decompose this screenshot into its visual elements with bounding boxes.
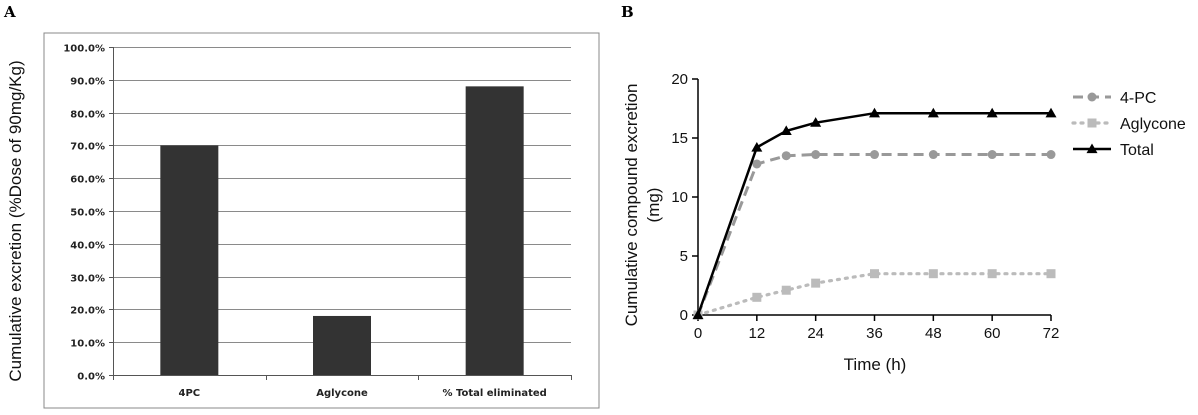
- chart-b-point-total: [751, 141, 763, 152]
- chart-b-legend-label: Aglycone: [1120, 116, 1186, 133]
- chart-b-point-aglycone: [870, 269, 879, 279]
- chart-b-point-total: [1045, 107, 1057, 118]
- chart-a-y-tick-label: 20.0%: [70, 306, 105, 317]
- chart-a-y-tick-label: 60.0%: [70, 175, 105, 186]
- chart-b-point-total: [986, 107, 998, 118]
- chart-b-legend-label: 4-PC: [1120, 90, 1156, 107]
- chart-b-point-aglycone: [987, 269, 997, 279]
- chart-b-y-tick-label: 10: [671, 189, 688, 206]
- chart-b-point-total: [869, 107, 880, 118]
- chart-b-x-axis-title: Time (h): [844, 355, 907, 374]
- chart-b-point-4-pc: [1046, 150, 1056, 160]
- chart-b-y-axis-title-line2: (mg): [644, 188, 663, 223]
- panel-a-letter: A: [3, 3, 16, 21]
- chart-b-legend-marker-aglycone: [1087, 118, 1097, 128]
- chart-b-point-4-pc: [928, 150, 938, 160]
- chart-a-y-tick-label: 100.0%: [63, 44, 105, 55]
- chart-a-y-axis-title: Cumulative excretion (%Dose of 90mg/Kg): [6, 60, 25, 381]
- chart-a-y-tick-label: 0.0%: [77, 372, 105, 383]
- chart-b-series-line-4-pc: [696, 153, 1051, 316]
- chart-b-x-tick-label: 12: [748, 325, 765, 342]
- chart-a-bar: [313, 315, 371, 375]
- chart-b-point-total: [927, 107, 939, 118]
- chart-a-y-tick-label: 80.0%: [70, 110, 105, 121]
- chart-b-point-4-pc: [811, 150, 821, 160]
- chart-b-legend-marker-total: [1086, 143, 1098, 154]
- chart-a-y-tick-label: 90.0%: [70, 77, 105, 88]
- chart-a-bar: [160, 145, 219, 375]
- chart-b-x-tick-label: 0: [694, 325, 702, 342]
- chart-b-legend-marker-4-pc: [1087, 92, 1097, 102]
- chart-b-y-tick-label: 15: [671, 130, 688, 147]
- chart-a-y-tick-label: 30.0%: [70, 274, 105, 285]
- chart-a-x-tick-label: 4PC: [179, 388, 201, 399]
- chart-b-y-tick-label: 5: [680, 248, 688, 265]
- chart-a-y-tick-label: 70.0%: [70, 142, 105, 153]
- chart-b-point-total: [780, 125, 792, 136]
- chart-b-point-aglycone: [752, 292, 762, 302]
- chart-b-point-aglycone: [928, 269, 938, 279]
- panel-a-bar-chart: 0.0% 10.0% 20.0% 30.0% 40.0% 50.0% 60.0% 70.0% 8…: [6, 32, 600, 409]
- chart-b-x-tick-label: 60: [984, 325, 1001, 342]
- chart-b-point-4-pc: [870, 150, 879, 160]
- chart-a-y-tick-label: 50.0%: [70, 208, 105, 219]
- chart-b-point-aglycone: [1046, 269, 1056, 279]
- chart-a-bar: [465, 86, 524, 376]
- chart-a-x-tick-label: % Total eliminated: [442, 388, 546, 399]
- chart-b-point-aglycone: [811, 278, 821, 288]
- chart-a-x-tick-label: Aglycone: [316, 388, 368, 399]
- chart-b-y-tick-label: 0: [680, 307, 688, 324]
- chart-b-point-4-pc: [781, 151, 791, 161]
- chart-b-x-tick-label: 36: [866, 325, 883, 342]
- chart-b-y-axis-title-line1: Cumulative compound excretion: [622, 84, 641, 327]
- chart-b-point-total: [692, 309, 704, 320]
- chart-b-legend-label: Total: [1120, 142, 1154, 159]
- chart-a-y-tick-label: 10.0%: [70, 339, 105, 350]
- panel-b-letter: B: [621, 3, 634, 21]
- chart-b-point-4-pc: [752, 159, 762, 169]
- chart-b-x-tick-label: 72: [1043, 325, 1060, 342]
- chart-b-x-tick-label: 48: [925, 325, 942, 342]
- chart-b-x-tick-label: 24: [807, 325, 824, 342]
- chart-b-y-tick-label: 20: [671, 71, 688, 88]
- chart-b-series-line-aglycone: [696, 272, 1053, 317]
- chart-b-point-aglycone: [781, 285, 791, 295]
- chart-a-y-tick-label: 40.0%: [70, 241, 105, 252]
- chart-b-series-line-total: [696, 111, 1051, 316]
- chart-b-point-4-pc: [987, 150, 997, 160]
- chart-b-point-total: [810, 117, 822, 127]
